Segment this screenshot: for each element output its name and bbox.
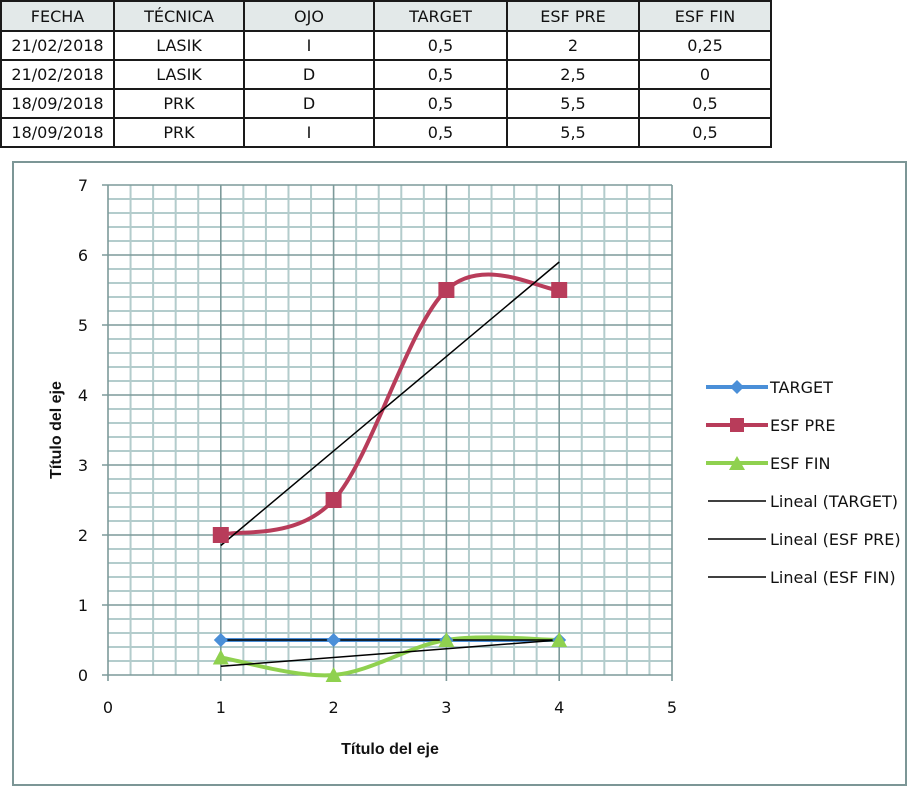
data-table: FECHA TÉCNICA OJO TARGET ESF PRE ESF FIN… xyxy=(0,0,772,148)
data-point-square xyxy=(212,527,229,543)
square-marker-icon xyxy=(706,418,768,432)
cell-esf-pre: 5,5 xyxy=(506,88,640,119)
chart-legend: TARGET ESF PRE ESF FIN Lineal (TARGET) L… xyxy=(706,368,901,596)
legend-item-target: TARGET xyxy=(706,368,901,406)
cell-ojo: I xyxy=(243,30,375,61)
x-tick-label: 1 xyxy=(216,698,226,717)
data-point-triangle xyxy=(551,632,568,647)
cell-fecha: 18/09/2018 xyxy=(0,117,115,148)
cell-target: 0,5 xyxy=(373,117,508,148)
data-point-square xyxy=(438,282,455,298)
y-tick-label: 7 xyxy=(78,176,88,195)
y-tick-label: 6 xyxy=(78,246,88,265)
cell-esf-pre: 2 xyxy=(506,30,640,61)
header-target: TARGET xyxy=(373,0,508,32)
cell-target: 0,5 xyxy=(373,30,508,61)
y-tick-label: 2 xyxy=(78,526,88,545)
x-tick-label: 0 xyxy=(103,698,113,717)
y-tick-label: 3 xyxy=(78,456,88,475)
cell-esf-fin: 0,25 xyxy=(638,30,772,61)
chart-frame xyxy=(12,161,907,786)
cell-esf-fin: 0 xyxy=(638,59,772,90)
y-tick-label: 0 xyxy=(78,666,88,685)
legend-label: Lineal (ESF PRE) xyxy=(770,529,901,549)
cell-fecha: 21/02/2018 xyxy=(0,59,115,90)
table-header-row: FECHA TÉCNICA OJO TARGET ESF PRE ESF FIN xyxy=(0,0,772,32)
legend-label: Lineal (TARGET) xyxy=(770,491,899,511)
cell-esf-pre: 5,5 xyxy=(506,117,640,148)
cell-target: 0,5 xyxy=(373,88,508,119)
legend-item-esf-pre: ESF PRE xyxy=(706,406,901,444)
header-esf-fin: ESF FIN xyxy=(638,0,772,32)
cell-tecnica: LASIK xyxy=(113,59,245,90)
legend-label: Lineal (ESF FIN) xyxy=(770,567,896,587)
y-tick-label: 1 xyxy=(78,596,88,615)
x-axis-title: Título del eje xyxy=(341,741,439,758)
table-row: 21/02/2018 LASIK I 0,5 2 0,25 xyxy=(0,30,772,61)
trendline xyxy=(220,261,560,547)
legend-item-lineal-esf-pre: Lineal (ESF PRE) xyxy=(706,520,901,558)
cell-fecha: 21/02/2018 xyxy=(0,30,115,61)
cell-tecnica: PRK xyxy=(113,117,245,148)
header-esf-pre: ESF PRE xyxy=(506,0,640,32)
line-icon xyxy=(708,576,766,578)
cell-fecha: 18/09/2018 xyxy=(0,88,115,119)
x-tick-label: 3 xyxy=(441,698,451,717)
y-tick-label: 4 xyxy=(78,386,88,405)
triangle-marker-icon xyxy=(706,456,768,470)
legend-label: ESF FIN xyxy=(770,453,831,473)
cell-tecnica: PRK xyxy=(113,88,245,119)
x-tick-label: 4 xyxy=(554,698,564,717)
x-tick-label: 5 xyxy=(667,698,677,717)
cell-target: 0,5 xyxy=(373,59,508,90)
x-tick-label: 2 xyxy=(329,698,339,717)
data-point-triangle xyxy=(212,649,229,665)
data-point-square xyxy=(325,492,342,508)
data-point-diamond xyxy=(326,633,341,647)
data-point-triangle xyxy=(325,667,342,682)
data-point-diamond xyxy=(213,633,228,647)
table-row: 18/09/2018 PRK I 0,5 5,5 0,5 xyxy=(0,117,772,148)
series-line-esf-pre xyxy=(218,272,562,537)
legend-item-esf-fin: ESF FIN xyxy=(706,444,901,482)
cell-esf-pre: 2,5 xyxy=(506,59,640,90)
y-axis-title: Título del eje xyxy=(48,381,65,479)
header-tecnica: TÉCNICA xyxy=(113,0,245,32)
legend-item-lineal-esf-fin: Lineal (ESF FIN) xyxy=(706,558,901,596)
series-line-esf-fin xyxy=(218,635,562,678)
trendline xyxy=(220,639,560,667)
y-tick-label: 5 xyxy=(78,316,88,335)
header-fecha: FECHA xyxy=(0,0,115,32)
cell-esf-fin: 0,5 xyxy=(638,117,772,148)
line-icon xyxy=(708,500,766,502)
header-ojo: OJO xyxy=(243,0,375,32)
data-point-square xyxy=(551,282,568,298)
legend-label: TARGET xyxy=(770,377,833,397)
legend-item-lineal-target: Lineal (TARGET) xyxy=(706,482,901,520)
cell-ojo: I xyxy=(243,117,375,148)
table-row: 18/09/2018 PRK D 0,5 5,5 0,5 xyxy=(0,88,772,119)
line-icon xyxy=(708,538,766,540)
data-point-triangle xyxy=(438,632,455,647)
diamond-marker-icon xyxy=(706,380,768,394)
cell-ojo: D xyxy=(243,88,375,119)
cell-esf-fin: 0,5 xyxy=(638,88,772,119)
legend-label: ESF PRE xyxy=(770,415,836,435)
cell-tecnica: LASIK xyxy=(113,30,245,61)
cell-ojo: D xyxy=(243,59,375,90)
table-row: 21/02/2018 LASIK D 0,5 2,5 0 xyxy=(0,59,772,90)
